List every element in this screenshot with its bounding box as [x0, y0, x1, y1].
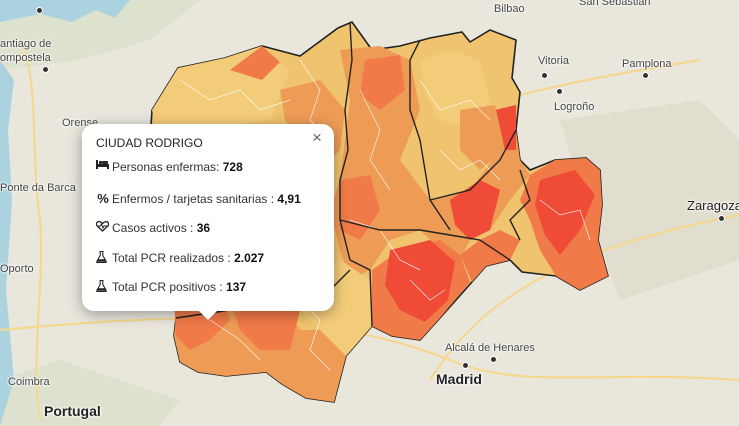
city-marker	[490, 356, 497, 363]
popup-row-label: Personas enfermas:	[112, 160, 223, 174]
place-label-santiago-2: ompostela	[0, 52, 51, 64]
popup-row-label: Total PCR positivos :	[112, 280, 227, 294]
terrain-patch	[0, 0, 200, 70]
popup-title: CIUDAD RODRIGO	[96, 136, 203, 150]
city-marker	[556, 88, 563, 95]
popup-row-value: 36	[196, 221, 211, 235]
zone-red[interactable]	[535, 170, 595, 255]
info-popup: × CIUDAD RODRIGO Personas enfermas: 728 …	[82, 124, 334, 320]
city-marker	[718, 215, 725, 222]
city-marker	[642, 72, 649, 79]
popup-row-value: 137	[226, 280, 247, 294]
place-label-alcala: Alcalá de Henares	[445, 342, 535, 354]
popup-row-pcr-positivos: Total PCR positivos : 137	[96, 280, 246, 294]
popup-row-value: 2.027	[234, 251, 265, 265]
road	[429, 214, 739, 381]
road	[19, 39, 43, 421]
place-label-zaragoza: Zaragoza	[687, 198, 739, 213]
city-marker	[36, 7, 43, 14]
place-label-oporto: Oporto	[0, 263, 34, 275]
place-label-madrid: Madrid	[436, 371, 482, 387]
popup-row-ratio: % Enfermos / tarjetas sanitarias : 4,91	[96, 191, 301, 206]
popup-row-label: Total PCR realizados :	[112, 251, 235, 265]
road	[519, 59, 701, 96]
place-label-portugal: Portugal	[44, 403, 101, 419]
popup-row-activos: Casos activos : 36	[96, 221, 210, 235]
terrain-patch	[0, 360, 180, 426]
zone-orange[interactable]	[460, 105, 505, 170]
popup-row-personas: Personas enfermas: 728	[96, 160, 243, 174]
zone-dark[interactable]	[360, 55, 405, 110]
popup-row-label: Enfermos / tarjetas sanitarias :	[112, 192, 278, 206]
zone-red[interactable]	[385, 240, 455, 322]
place-label-coimbra: Coimbra	[8, 376, 50, 388]
popup-row-value: 4,91	[277, 192, 301, 206]
place-label-bilbao: Bilbao	[494, 3, 525, 15]
place-label-pamplona: Pamplona	[622, 58, 672, 70]
city-marker	[42, 66, 49, 73]
popup-tip	[198, 310, 218, 320]
city-marker	[541, 72, 548, 79]
city-marker	[462, 362, 469, 369]
popup-row-value: 728	[222, 160, 243, 174]
place-label-ponte-da-barca: Ponte da Barca	[0, 182, 76, 194]
place-label-logrono: Logroño	[554, 101, 595, 113]
percent-icon: %	[97, 191, 109, 206]
popup-row-label: Casos activos :	[112, 221, 197, 235]
zone-red[interactable]	[450, 180, 500, 240]
road	[0, 317, 739, 381]
zone-dark[interactable]	[340, 175, 380, 240]
zone-dark[interactable]	[230, 46, 280, 80]
place-label-san-sebastian: San Sebastián	[579, 0, 651, 8]
sea-area	[0, 60, 14, 426]
place-label-vitoria: Vitoria	[538, 55, 569, 67]
popup-row-pcr-total: Total PCR realizados : 2.027	[96, 251, 264, 265]
place-label-santiago-1: antiago de	[0, 38, 52, 50]
zone-dark[interactable]	[460, 230, 520, 282]
close-icon[interactable]: ×	[312, 128, 322, 147]
sea-area	[0, 0, 130, 22]
